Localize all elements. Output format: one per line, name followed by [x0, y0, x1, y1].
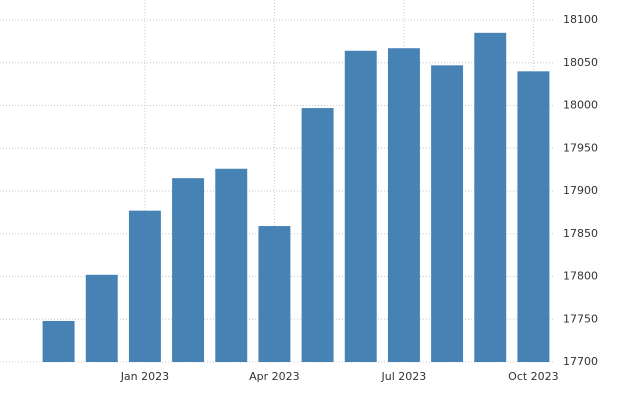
x-tick-label: Jan 2023 — [120, 370, 169, 383]
y-tick-label: 17750 — [563, 312, 598, 325]
y-tick-label: 17850 — [563, 227, 598, 240]
bar — [431, 65, 464, 362]
x-tick-label: Oct 2023 — [508, 370, 559, 383]
y-tick-label: 18000 — [563, 99, 598, 112]
bar — [517, 71, 550, 363]
x-tick-label: Jul 2023 — [381, 370, 427, 383]
y-tick-label: 17700 — [563, 355, 598, 368]
bar — [387, 48, 420, 363]
bar — [258, 226, 291, 362]
bar — [85, 274, 118, 362]
bar — [128, 210, 161, 362]
bar — [172, 178, 205, 362]
bar — [42, 320, 75, 362]
y-tick-label: 18050 — [563, 56, 598, 69]
y-tick-label: 17800 — [563, 270, 598, 283]
bar — [344, 50, 377, 362]
x-tick-label: Apr 2023 — [249, 370, 300, 383]
bar — [474, 32, 507, 362]
y-tick-label: 17950 — [563, 141, 598, 154]
y-tick-label: 18100 — [563, 13, 598, 26]
y-tick-label: 17900 — [563, 184, 598, 197]
bar — [301, 108, 334, 362]
bar — [215, 168, 248, 362]
